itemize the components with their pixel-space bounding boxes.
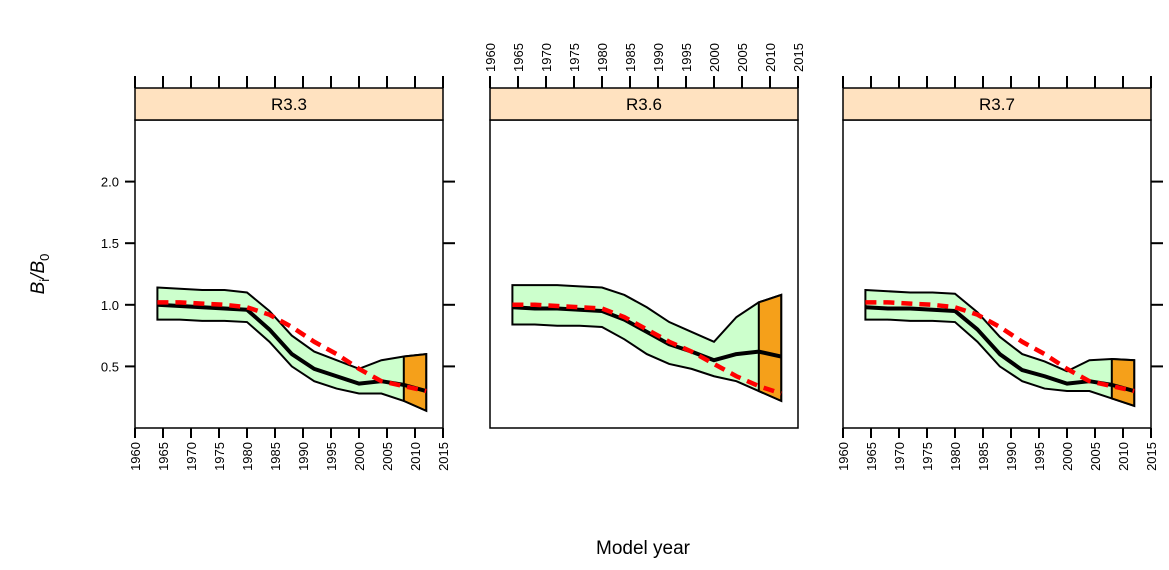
strip-label: R3.3: [271, 95, 307, 114]
x-tick-label: 1970: [539, 43, 554, 72]
x-tick-label: 1965: [156, 442, 171, 471]
y-axis-label-part: B: [28, 281, 49, 294]
y-axis-label-part: i: [37, 279, 52, 282]
panel: R3.6 1960 1965 1970 1975 1980 1985 1990 1995 2000…: [483, 43, 806, 429]
x-axis-label: Model year: [596, 538, 691, 559]
x-tick-label: 1995: [324, 442, 339, 471]
y-axis-label-part: B: [28, 261, 49, 274]
x-tick-label: 2000: [707, 43, 722, 72]
y-axis-label-part: 0: [37, 254, 52, 261]
x-tick-label: 2000: [1060, 442, 1075, 471]
x-tick-label: 2010: [408, 442, 423, 471]
highlight-band: [1110, 357, 1136, 408]
x-tick-label: 1995: [679, 43, 694, 72]
x-tick-label: 2000: [352, 442, 367, 471]
reference-line: [157, 300, 427, 394]
reference-line: [865, 300, 1135, 394]
x-tick-label: 2005: [1088, 442, 1103, 471]
x-tick-label: 1985: [976, 442, 991, 471]
x-tick-label: 1970: [892, 442, 907, 471]
strip: [842, 87, 1152, 121]
x-tick-label: 1960: [483, 43, 498, 72]
x-tick-label: 1965: [511, 43, 526, 72]
y-axis-label: Bi/B0: [28, 254, 52, 295]
strip: [489, 87, 799, 121]
x-tick-label: 1970: [184, 442, 199, 471]
reference-line: [512, 302, 782, 396]
strip-label: R3.7: [979, 95, 1015, 114]
panel: R3.3 1960 1965 1970 1975 1980 1985 1990 1995 2000…: [101, 76, 455, 471]
x-tick-label: 1980: [240, 442, 255, 471]
x-tick-label: 1980: [595, 43, 610, 72]
x-tick-label: 1985: [268, 442, 283, 471]
x-tick-label: 2010: [763, 43, 778, 72]
x-tick-label: 1995: [1032, 442, 1047, 471]
x-tick-label: 1990: [651, 43, 666, 72]
strip: [134, 87, 444, 121]
x-tick-label: 2005: [380, 442, 395, 471]
x-tick-label: 1975: [920, 442, 935, 471]
highlight-band: [402, 352, 428, 413]
x-tick-label: 1960: [128, 442, 143, 471]
x-tick-label: 1980: [948, 442, 963, 471]
x-tick-label: 2005: [735, 43, 750, 72]
x-tick-label: 2015: [1144, 442, 1159, 471]
y-tick-label: 1.0: [101, 298, 119, 313]
x-tick-label: 1990: [296, 442, 311, 471]
x-tick-label: 2010: [1116, 442, 1131, 471]
x-tick-label: 1985: [623, 43, 638, 72]
y-axis-label-part: /: [28, 272, 49, 281]
panel: R3.7 1960 1965 1970 1975 1980 1985 1990 1995 2000…: [836, 76, 1163, 471]
median-line: [512, 305, 782, 363]
x-tick-label: 1965: [864, 442, 879, 471]
x-tick-label: 2015: [436, 442, 451, 471]
x-tick-label: 1960: [836, 442, 851, 471]
y-tick-label: 1.5: [101, 236, 119, 251]
y-tick-label: 0.5: [101, 359, 119, 374]
x-tick-label: 1990: [1004, 442, 1019, 471]
x-tick-label: 2015: [791, 43, 806, 72]
strip-label: R3.6: [626, 95, 662, 114]
x-tick-label: 1975: [567, 43, 582, 72]
highlight-band: [757, 293, 783, 403]
y-tick-label: 2.0: [101, 175, 119, 190]
x-tick-label: 1975: [212, 442, 227, 471]
